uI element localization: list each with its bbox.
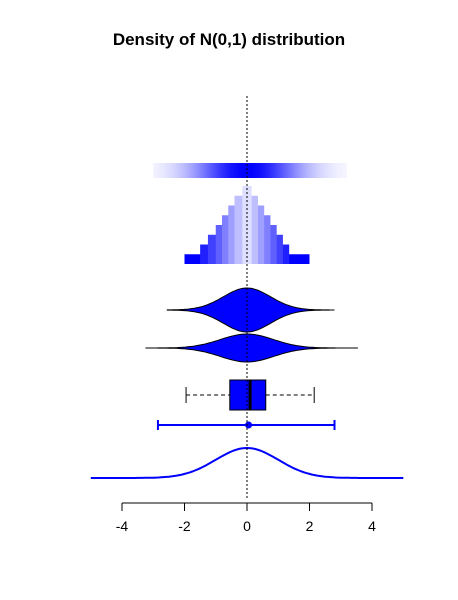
violin-layer: [145, 287, 358, 363]
x-tick-label: 0: [243, 518, 251, 534]
box-iqr: [229, 379, 267, 411]
violin-2: [145, 333, 358, 363]
boxplot-layer: [185, 379, 315, 411]
x-tick-label: 2: [306, 518, 314, 534]
density-gradient-strip: [153, 163, 347, 178]
interval-mean-point: [245, 421, 253, 429]
x-tick-label: -2: [178, 518, 191, 534]
density-gradient-strip-layer: [153, 163, 347, 178]
x-tick-label: 4: [368, 518, 376, 534]
x-axis: -4 -2 0 2 4: [116, 502, 376, 534]
chart-title: Density of N(0,1) distribution: [112, 30, 346, 49]
x-tick-label: -4: [116, 518, 129, 534]
violin-1: [166, 287, 335, 333]
interval-layer: [156, 420, 336, 430]
